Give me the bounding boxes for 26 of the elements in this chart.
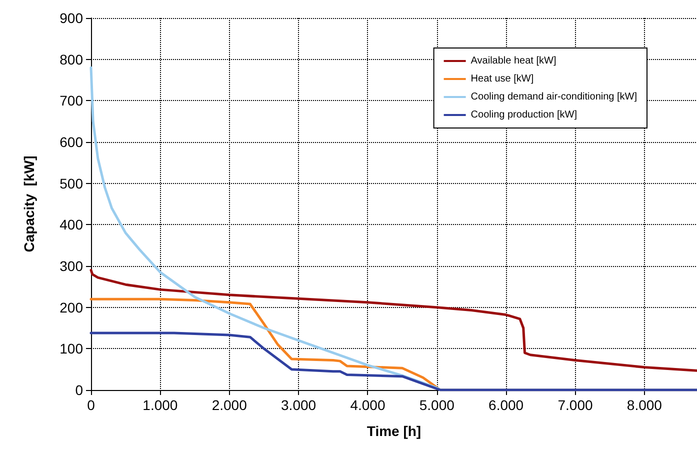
legend-label: Heat use [kW] — [470, 74, 534, 84]
y-tick-label: 0 — [75, 382, 84, 398]
y-tick-label: 800 — [60, 51, 84, 68]
legend-label: Cooling demand air-conditioning [kW] — [470, 92, 638, 102]
x-tick-label: 0 — [87, 397, 96, 413]
y-tick-label: 900 — [60, 10, 84, 26]
x-tick-label: 8.000 — [626, 397, 662, 413]
y-tick-label: 300 — [60, 258, 84, 274]
y-tick-label: 500 — [60, 175, 84, 192]
x-tick-label: 6.000 — [488, 397, 524, 413]
y-tick-label: 400 — [60, 216, 84, 233]
line-series — [90, 268, 697, 372]
legend-label: Cooling production [kW] — [470, 110, 578, 120]
x-tick-label: 4.000 — [350, 397, 386, 413]
y-tick-label: 200 — [60, 299, 84, 316]
x-tick-label: 2.000 — [212, 397, 248, 413]
x-tick-label: 3.000 — [281, 397, 316, 413]
x-tick-label: 1.000 — [142, 397, 178, 413]
x-tick-label: 5.000 — [419, 397, 455, 413]
x-axis-title: Time [h] — [366, 423, 422, 439]
y-tick-label: 600 — [60, 134, 84, 150]
y-axis-title: Capacity [kW] — [21, 156, 37, 252]
legend-label: Available heat [kW] — [470, 56, 556, 66]
y-tick-label: 700 — [60, 92, 84, 109]
x-tick-label: 7.000 — [558, 397, 593, 413]
y-tick-label: 100 — [60, 340, 84, 357]
